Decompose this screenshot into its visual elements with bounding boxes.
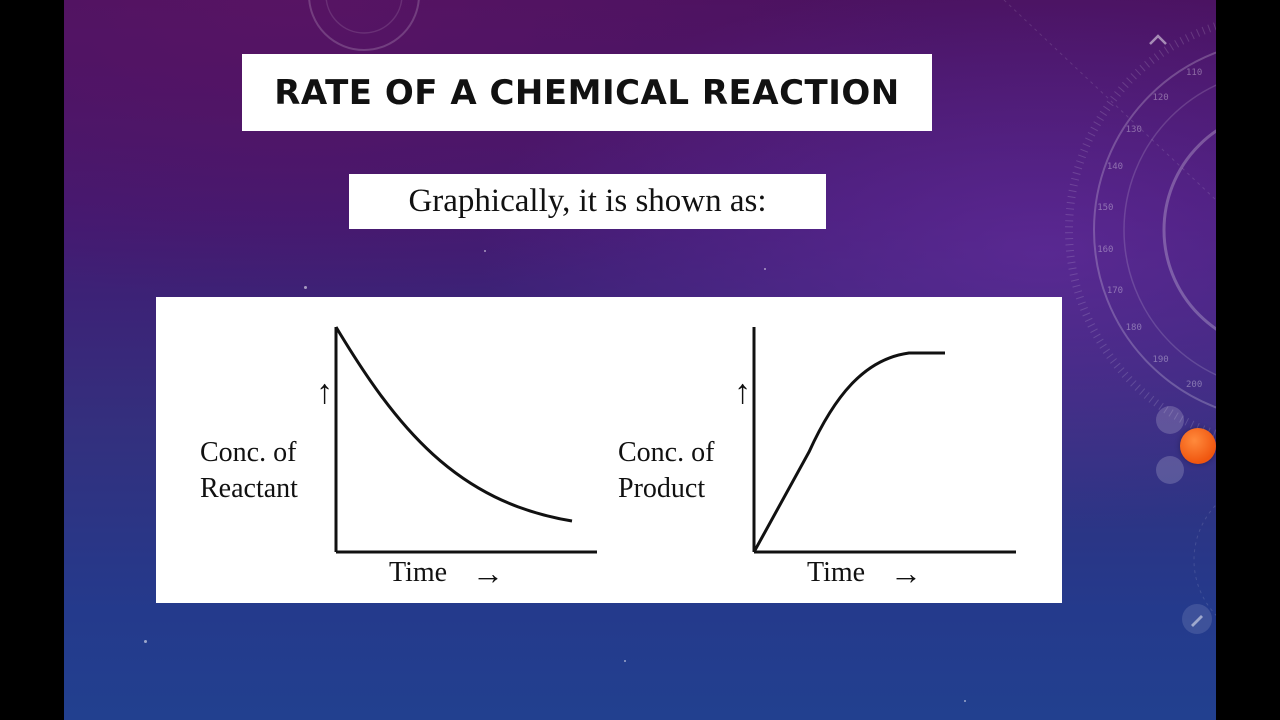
product-graph-plot xyxy=(752,327,1016,554)
star-dot xyxy=(144,640,147,643)
product-ylabel-line2: Product xyxy=(618,473,706,504)
slide: 200 190 180 170 160 150 140 130 120 110 RATE OF A… xyxy=(64,0,1216,720)
title-box: RATE OF A CHEMICAL REACTION xyxy=(242,54,932,131)
pen-icon-glyph xyxy=(1191,615,1203,627)
product-ylabel-line1: Conc. of xyxy=(618,437,715,468)
dial-tick-label: 140 xyxy=(1106,162,1124,173)
star-dot xyxy=(964,700,966,702)
star-dot xyxy=(764,268,766,270)
ghost-nav-circle xyxy=(1156,406,1184,434)
dial-tick-label: 120 xyxy=(1152,93,1169,104)
reactant-graph: ↑ Conc. of Reactant Time → xyxy=(156,297,609,603)
star-dot xyxy=(624,660,626,662)
dial-tick-label: 130 xyxy=(1125,125,1142,136)
slide-nav-button[interactable] xyxy=(1180,428,1216,464)
ghost-nav-circle xyxy=(1156,456,1184,484)
star-dot xyxy=(484,250,486,252)
dial-tick-label: 190 xyxy=(1152,354,1169,365)
product-growth-curve xyxy=(752,351,945,553)
dial-tick-label: 150 xyxy=(1097,203,1114,214)
product-x-arrow: → xyxy=(890,555,922,591)
star-dot xyxy=(304,286,307,289)
product-graph: ↑ Conc. of Product Time → xyxy=(609,297,1062,603)
dial-tick-label: 180 xyxy=(1125,322,1142,333)
dial-tick-label: 160 xyxy=(1097,244,1114,255)
graphs-figure: ↑ Conc. of Reactant Time → ↑ Conc. of Pr… xyxy=(156,297,1062,603)
reactant-xlabel: Time xyxy=(389,557,448,588)
dial-tick-label: 110 xyxy=(1186,68,1203,79)
reactant-x-arrow: → xyxy=(472,555,504,591)
reactant-ylabel-line1: Conc. of xyxy=(200,437,297,468)
reactant-y-arrow: ↑ xyxy=(316,374,333,411)
product-y-arrow: ↑ xyxy=(734,374,751,411)
slide-subtitle: Graphically, it is shown as: xyxy=(408,183,767,219)
dial-tick-label: 200 xyxy=(1186,379,1203,390)
reactant-decay-curve xyxy=(334,326,573,523)
product-xlabel: Time xyxy=(807,557,866,588)
dial-tick-label: 170 xyxy=(1106,285,1124,296)
slide-title: RATE OF A CHEMICAL REACTION xyxy=(274,72,900,113)
subtitle-box: Graphically, it is shown as: xyxy=(349,174,826,229)
reactant-ylabel-line2: Reactant xyxy=(200,473,298,504)
pen-icon[interactable] xyxy=(1182,604,1212,634)
decorative-dial xyxy=(308,0,1216,616)
reactant-graph-plot xyxy=(334,326,597,554)
